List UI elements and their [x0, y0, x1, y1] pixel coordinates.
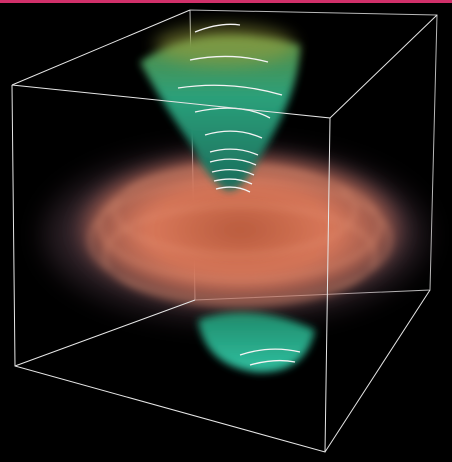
bottom-jet: [198, 312, 315, 373]
jet-glow: [155, 25, 295, 65]
top-border: [0, 0, 452, 3]
top-jet: [140, 35, 300, 191]
field-lines: [177, 23, 301, 366]
cube-front: [11, 9, 438, 453]
